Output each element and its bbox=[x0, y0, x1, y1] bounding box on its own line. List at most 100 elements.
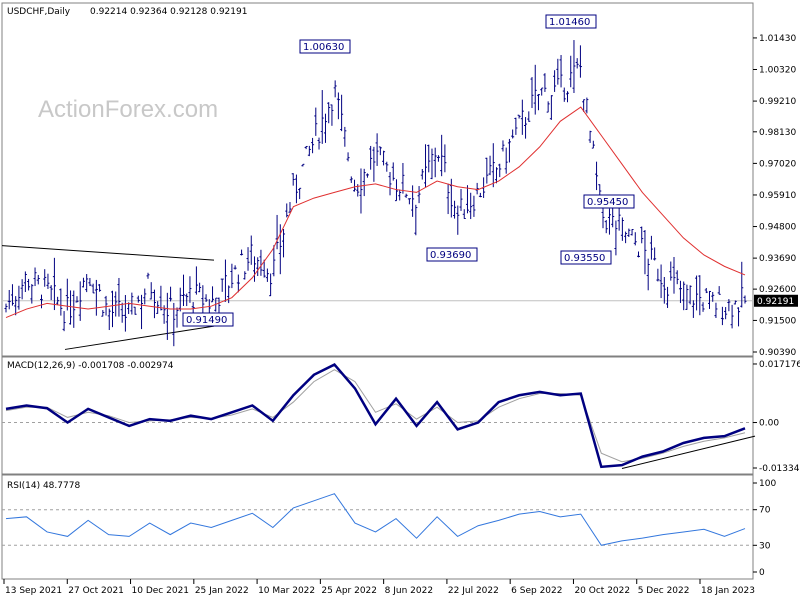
price-bar bbox=[10, 284, 14, 306]
price-bar bbox=[543, 73, 547, 92]
price-y-axis: 1.01430 1.00320 0.99210 0.98130 0.97020 0.959… bbox=[753, 34, 798, 358]
price-bar-group bbox=[4, 40, 747, 347]
price-bar bbox=[469, 192, 473, 220]
price-bar bbox=[365, 173, 369, 178]
price-bar bbox=[369, 145, 373, 170]
price-bar bbox=[411, 185, 415, 217]
price-bar bbox=[685, 284, 689, 310]
price-bar bbox=[566, 91, 570, 103]
x-tick-label: 6 Sep 2022 bbox=[511, 586, 562, 596]
price-bar bbox=[136, 295, 140, 303]
price-bar bbox=[265, 268, 269, 282]
price-bar bbox=[320, 90, 324, 144]
price-bar bbox=[456, 205, 460, 235]
price-y-tick-label: 0.97020 bbox=[759, 159, 796, 169]
price-bar bbox=[475, 182, 479, 195]
last-price-tag bbox=[754, 294, 798, 307]
price-y-tick-label: 0.94800 bbox=[759, 223, 796, 233]
price-bar bbox=[588, 130, 592, 143]
x-tick-label: 10 Dec 2021 bbox=[132, 586, 190, 596]
price-bar bbox=[611, 205, 615, 228]
price-y-tick-label: 0.90390 bbox=[759, 348, 796, 358]
macd-panel bbox=[1, 356, 754, 475]
price-bar bbox=[501, 140, 505, 152]
rsi-panel-title: RSI(14) 48.7778 bbox=[7, 481, 80, 491]
price-bar bbox=[211, 286, 215, 303]
price-bar bbox=[624, 231, 628, 244]
price-bar bbox=[85, 274, 89, 293]
macd-y-tick-label: 0.00 bbox=[759, 419, 779, 429]
price-bar bbox=[246, 247, 250, 271]
price-bar bbox=[540, 87, 544, 96]
price-y-tick-label: 1.00320 bbox=[759, 66, 796, 76]
x-tick-label: 18 Jan 2023 bbox=[701, 586, 755, 596]
price-bar bbox=[740, 261, 744, 308]
price-bar bbox=[398, 189, 402, 201]
price-bar bbox=[175, 307, 179, 328]
price-bar bbox=[23, 271, 27, 292]
price-bar bbox=[349, 176, 353, 183]
price-bar bbox=[704, 287, 708, 294]
price-bar bbox=[107, 308, 111, 331]
price-bar bbox=[114, 291, 118, 317]
price-bar bbox=[507, 138, 511, 163]
price-bar bbox=[330, 104, 334, 126]
price-bar bbox=[569, 55, 573, 88]
price-bar bbox=[546, 101, 550, 113]
price-bar bbox=[69, 290, 73, 325]
rsi-y-axis: 100 70 30 0 bbox=[753, 479, 776, 578]
price-y-tick-label: 0.91500 bbox=[759, 316, 796, 326]
price-bar bbox=[698, 275, 702, 316]
price-bar bbox=[301, 163, 305, 167]
price-bar bbox=[78, 281, 82, 321]
price-bar bbox=[220, 278, 224, 292]
price-bar bbox=[27, 278, 31, 291]
x-tick-label: 10 Mar 2022 bbox=[258, 586, 315, 596]
price-bar bbox=[669, 261, 673, 281]
price-bar bbox=[427, 144, 431, 173]
price-bar bbox=[440, 134, 444, 177]
price-bar bbox=[733, 300, 737, 305]
price-bar bbox=[514, 117, 518, 135]
macd-y-tick-label: 0.017176 bbox=[759, 360, 800, 370]
price-panel bbox=[1, 2, 754, 357]
price-bar bbox=[143, 288, 147, 305]
macd-panel-title: MACD(12,26,9) -0.001708 -0.002974 bbox=[7, 361, 174, 371]
price-bar bbox=[36, 274, 40, 285]
price-bar bbox=[343, 126, 347, 147]
x-tick-label: 25 Jan 2022 bbox=[195, 586, 249, 596]
price-bar bbox=[430, 148, 434, 180]
svg-text:0.95450: 0.95450 bbox=[587, 197, 628, 208]
price-bar bbox=[262, 259, 266, 278]
price-bar bbox=[146, 272, 150, 279]
price-bar bbox=[133, 306, 137, 315]
price-bar bbox=[101, 310, 105, 317]
price-bar bbox=[359, 168, 363, 214]
price-bar bbox=[178, 287, 182, 312]
macd-trendline bbox=[621, 435, 756, 470]
price-bar bbox=[323, 113, 327, 143]
price-bar bbox=[165, 292, 169, 340]
price-bar bbox=[388, 172, 392, 196]
price-annotation: 0.93690 bbox=[426, 247, 478, 262]
rsi-line bbox=[5, 493, 746, 546]
price-y-tick-label: 0.92600 bbox=[759, 285, 796, 295]
moving-average-group bbox=[5, 106, 746, 319]
price-bar bbox=[498, 163, 502, 178]
price-bar bbox=[404, 193, 408, 198]
price-bar bbox=[240, 249, 244, 256]
price-annotation: 0.93550 bbox=[560, 250, 612, 265]
x-tick-label: 5 Dec 2022 bbox=[638, 586, 690, 596]
price-bar bbox=[575, 58, 579, 69]
price-bar bbox=[433, 147, 437, 178]
price-bar bbox=[711, 291, 715, 302]
price-bar bbox=[75, 296, 79, 303]
price-bar bbox=[285, 203, 289, 218]
price-bar bbox=[436, 155, 440, 162]
price-bar bbox=[230, 263, 234, 289]
price-bar bbox=[98, 284, 102, 292]
price-bar bbox=[591, 140, 595, 149]
support-trendline bbox=[64, 325, 215, 350]
price-bar bbox=[582, 99, 586, 112]
